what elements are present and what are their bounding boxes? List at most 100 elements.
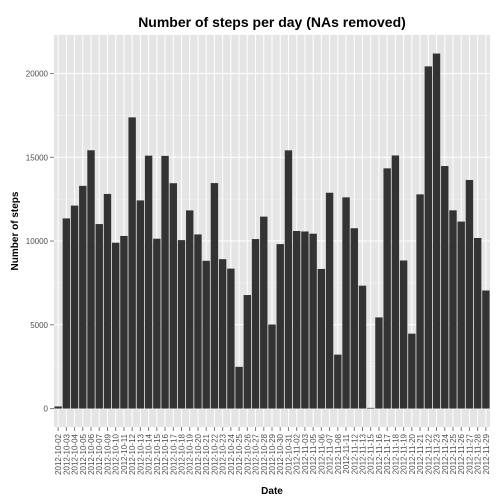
bar-2012-11-28 bbox=[473, 237, 482, 409]
bar-2012-10-07 bbox=[95, 224, 103, 409]
x-tick-label: 2012-10-25 bbox=[235, 433, 244, 474]
x-tick-label: 2012-11-15 bbox=[367, 433, 376, 474]
x-tick-label: 2012-10-24 bbox=[227, 433, 236, 474]
bar-2012-10-06 bbox=[87, 150, 95, 409]
x-tick-label: 2012-11-29 bbox=[482, 433, 491, 474]
x-tick-label: 2012-11-12 bbox=[350, 433, 359, 474]
x-tick-label: 2012-10-04 bbox=[71, 433, 80, 474]
bar-2012-11-25 bbox=[449, 210, 457, 409]
x-tick-label: 2012-10-28 bbox=[260, 433, 269, 474]
bar-2012-11-26 bbox=[457, 221, 465, 409]
x-tick-label: 2012-11-28 bbox=[474, 433, 483, 474]
bar-2012-10-13 bbox=[136, 200, 145, 409]
x-tick-label: 2012-11-22 bbox=[424, 433, 433, 474]
bar-2012-10-23 bbox=[218, 259, 227, 409]
bar-2012-10-17 bbox=[169, 183, 177, 409]
x-tick-label: 2012-11-24 bbox=[441, 433, 450, 474]
x-tick-label: 2012-10-29 bbox=[268, 433, 277, 474]
chart-title: Number of steps per day (NAs removed) bbox=[138, 14, 406, 30]
bar-2012-10-31 bbox=[284, 150, 293, 409]
x-tick-label: 2012-10-13 bbox=[136, 433, 145, 474]
y-tick-label: 10000 bbox=[26, 237, 49, 246]
bar-2012-11-29 bbox=[482, 290, 490, 409]
x-tick-label: 2012-11-21 bbox=[416, 433, 425, 474]
x-tick-label: 2012-11-27 bbox=[465, 433, 474, 474]
bar-2012-11-22 bbox=[424, 66, 433, 409]
bar-2012-10-12 bbox=[128, 117, 136, 409]
x-tick-label: 2012-10-14 bbox=[145, 433, 154, 474]
x-tick-label: 2012-11-17 bbox=[383, 433, 392, 474]
x-tick-label: 2012-10-17 bbox=[169, 433, 178, 474]
x-tick-label: 2012-11-03 bbox=[301, 433, 310, 474]
bar-2012-10-04 bbox=[70, 205, 79, 409]
bar-2012-11-03 bbox=[301, 231, 309, 409]
bar-2012-10-29 bbox=[268, 324, 276, 409]
bar-2012-11-17 bbox=[383, 168, 391, 409]
bar-2012-10-25 bbox=[235, 366, 243, 409]
bar-2012-10-18 bbox=[177, 240, 186, 409]
x-tick-label: 2012-11-11 bbox=[342, 433, 351, 473]
bar-2012-11-08 bbox=[334, 354, 342, 409]
bar-2012-10-10 bbox=[111, 242, 120, 409]
x-tick-label: 2012-10-05 bbox=[79, 433, 88, 474]
x-tick-label: 2012-10-26 bbox=[243, 433, 252, 474]
x-tick-label: 2012-10-23 bbox=[219, 433, 228, 474]
bar-2012-10-30 bbox=[276, 244, 284, 409]
bar-2012-11-20 bbox=[408, 333, 416, 409]
bar-2012-10-27 bbox=[251, 239, 260, 409]
bar-2012-11-13 bbox=[358, 285, 367, 409]
x-tick-label: 2012-11-20 bbox=[408, 433, 417, 474]
bar-2012-10-05 bbox=[79, 185, 87, 409]
x-tick-label: 2012-10-16 bbox=[161, 433, 170, 474]
x-tick-label: 2012-10-10 bbox=[112, 433, 121, 474]
x-tick-label: 2012-11-13 bbox=[358, 433, 367, 474]
y-tick-label: 0 bbox=[44, 405, 49, 414]
x-tick-label: 2012-10-15 bbox=[153, 433, 162, 474]
bar-2012-11-27 bbox=[465, 179, 474, 409]
bar-2012-10-14 bbox=[144, 155, 153, 409]
bar-2012-10-21 bbox=[202, 260, 210, 409]
x-axis-title: Date bbox=[261, 486, 283, 497]
bar-2012-11-11 bbox=[342, 197, 350, 409]
bar-2012-11-07 bbox=[325, 192, 334, 409]
x-tick-label: 2012-10-19 bbox=[186, 433, 195, 474]
x-tick-label: 2012-10-30 bbox=[276, 433, 285, 474]
bar-2012-10-28 bbox=[260, 216, 268, 409]
bar-2012-11-18 bbox=[391, 155, 400, 409]
bar-2012-10-19 bbox=[186, 210, 194, 409]
x-tick-label: 2012-10-22 bbox=[210, 433, 219, 474]
x-tick-label: 2012-10-12 bbox=[128, 433, 137, 474]
bar-2012-10-26 bbox=[243, 295, 252, 409]
x-tick-label: 2012-10-07 bbox=[95, 433, 104, 474]
bar-2012-10-20 bbox=[194, 234, 202, 409]
y-tick-label: 15000 bbox=[26, 153, 49, 162]
bar-2012-10-02 bbox=[54, 406, 62, 409]
x-tick-label: 2012-10-03 bbox=[62, 433, 71, 474]
bar-2012-10-15 bbox=[153, 238, 161, 409]
x-tick-label: 2012-10-20 bbox=[194, 433, 203, 474]
x-tick-label: 2012-10-09 bbox=[103, 433, 112, 474]
bar-2012-11-06 bbox=[317, 268, 326, 409]
x-tick-label: 2012-11-23 bbox=[433, 433, 442, 474]
x-tick-label: 2012-10-18 bbox=[178, 433, 187, 474]
x-tick-label: 2012-11-25 bbox=[449, 433, 458, 474]
bar-2012-10-24 bbox=[227, 268, 235, 409]
x-tick-label: 2012-10-06 bbox=[87, 433, 96, 474]
x-tick-label: 2012-11-05 bbox=[309, 433, 318, 474]
x-tick-label: 2012-11-08 bbox=[334, 433, 343, 474]
bar-2012-10-09 bbox=[103, 193, 112, 409]
x-tick-label: 2012-10-02 bbox=[54, 433, 63, 474]
bar-2012-11-21 bbox=[416, 194, 424, 409]
x-tick-label: 2012-11-19 bbox=[400, 433, 409, 474]
bar-2012-10-22 bbox=[210, 183, 219, 409]
x-tick-label: 2012-11-18 bbox=[391, 433, 400, 474]
bar-2012-11-16 bbox=[375, 317, 383, 409]
y-tick-label: 20000 bbox=[26, 70, 49, 79]
x-tick-label: 2012-11-07 bbox=[326, 433, 335, 474]
x-tick-label: 2012-10-31 bbox=[284, 433, 293, 474]
x-tick-label: 2012-11-02 bbox=[293, 433, 302, 474]
x-tick-label: 2012-10-27 bbox=[252, 433, 261, 474]
x-tick-label: 2012-10-21 bbox=[202, 433, 211, 474]
